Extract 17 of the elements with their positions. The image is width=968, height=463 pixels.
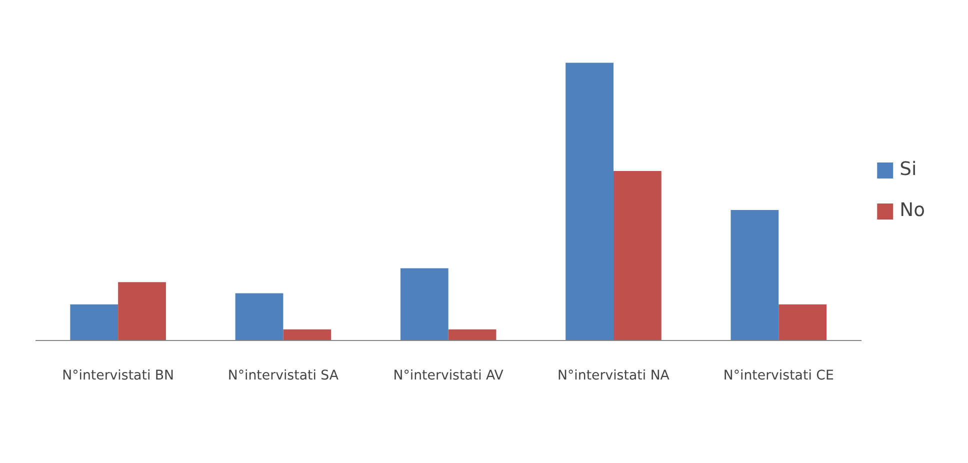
x-tick-label: N°intervistati NA xyxy=(558,368,670,384)
bar xyxy=(566,62,614,340)
x-tick-label: N°intervistati SA xyxy=(228,368,339,384)
bar xyxy=(730,210,779,340)
x-tick-label: N°intervistati CE xyxy=(723,368,834,384)
bar xyxy=(448,329,496,340)
bar xyxy=(400,268,448,340)
bar xyxy=(778,304,827,340)
bar xyxy=(118,282,166,340)
bar xyxy=(613,171,662,340)
bar xyxy=(283,329,332,340)
bar xyxy=(70,304,118,340)
legend-label: Si xyxy=(900,159,918,180)
legend-label: No xyxy=(900,200,925,221)
x-tick-label: N°intervistati AV xyxy=(393,368,504,384)
bar xyxy=(235,293,284,340)
x-tick-label: N°intervistati BN xyxy=(62,368,174,384)
